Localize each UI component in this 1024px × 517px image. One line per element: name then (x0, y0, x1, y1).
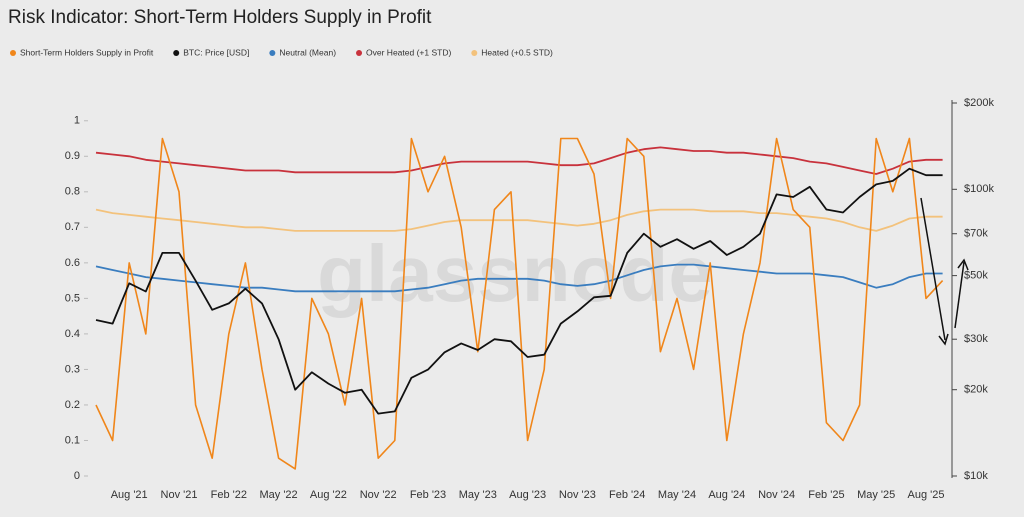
y-tick-label: 0.2 (65, 399, 80, 411)
y-tick-label: 0.9 (65, 150, 80, 162)
y2-tick-label: $50k (964, 270, 988, 282)
legend-swatch (471, 50, 478, 56)
y-tick-label: 1 (74, 115, 80, 127)
y2-tick-label: $100k (964, 183, 994, 195)
x-tick-label: Aug '21 (111, 489, 148, 501)
x-tick-label: Nov '23 (559, 489, 596, 501)
x-tick-label: Nov '21 (161, 489, 198, 501)
x-tick-label: May '24 (658, 489, 696, 501)
series-line (95, 167, 943, 415)
x-tick-label: Nov '24 (758, 489, 795, 501)
legend-swatch (356, 50, 363, 56)
x-tick-label: Feb '25 (808, 489, 844, 501)
x-tick-label: Feb '22 (211, 489, 247, 501)
x-tick-label: Aug '25 (908, 489, 945, 501)
annotation-arrow (920, 197, 946, 341)
x-tick-label: Aug '22 (310, 489, 347, 501)
y-tick-label: 0.4 (65, 328, 80, 340)
legend-label: BTC: Price [USD] (183, 47, 249, 57)
legend-label: Short-Term Holders Supply in Profit (20, 47, 154, 57)
legend-swatch (10, 50, 16, 56)
series-line (95, 146, 943, 175)
arrow-head (938, 333, 949, 346)
y-tick-label: 0.5 (65, 292, 80, 304)
y-tick-label: 0.1 (65, 434, 80, 446)
legend-label: Heated (+0.5 STD) (481, 47, 553, 57)
y2-tick-label: $30k (964, 333, 988, 345)
legend-label: Neutral (Mean) (279, 47, 336, 57)
y-tick-label: 0.7 (65, 221, 80, 233)
x-tick-label: May '23 (459, 489, 497, 501)
x-tick-label: Aug '23 (509, 489, 546, 501)
series-line (95, 263, 943, 293)
annotation-arrow (954, 261, 965, 329)
plot-area (95, 137, 944, 470)
y-tick-label: 0.3 (65, 363, 80, 375)
legend: Short-Term Holders Supply in Profit BTC: … (10, 47, 553, 57)
legend-swatch (269, 50, 276, 56)
x-tick-label: Nov '22 (360, 489, 397, 501)
x-tick-label: Aug '24 (708, 489, 745, 501)
series-line (95, 137, 944, 470)
x-tick-label: May '22 (260, 489, 298, 501)
chart-title: Risk Indicator: Short-Term Holders Suppl… (8, 7, 432, 28)
y2-tick-label: $200k (964, 97, 994, 109)
y-tick-label: 0.6 (65, 257, 80, 269)
y2-tick-label: $10k (964, 470, 988, 482)
x-tick-label: May '25 (857, 489, 895, 501)
legend-label: Over Heated (+1 STD) (366, 47, 451, 57)
arrow-head (957, 258, 969, 271)
legend-swatch (173, 50, 180, 56)
y-tick-label: 0 (74, 470, 80, 482)
x-tick-label: Feb '23 (410, 489, 446, 501)
y-tick-label: 0.8 (65, 186, 80, 198)
x-tick-label: Feb '24 (609, 489, 645, 501)
y2-tick-label: $70k (964, 228, 988, 240)
y2-tick-label: $20k (964, 384, 988, 396)
series-line (95, 208, 943, 232)
